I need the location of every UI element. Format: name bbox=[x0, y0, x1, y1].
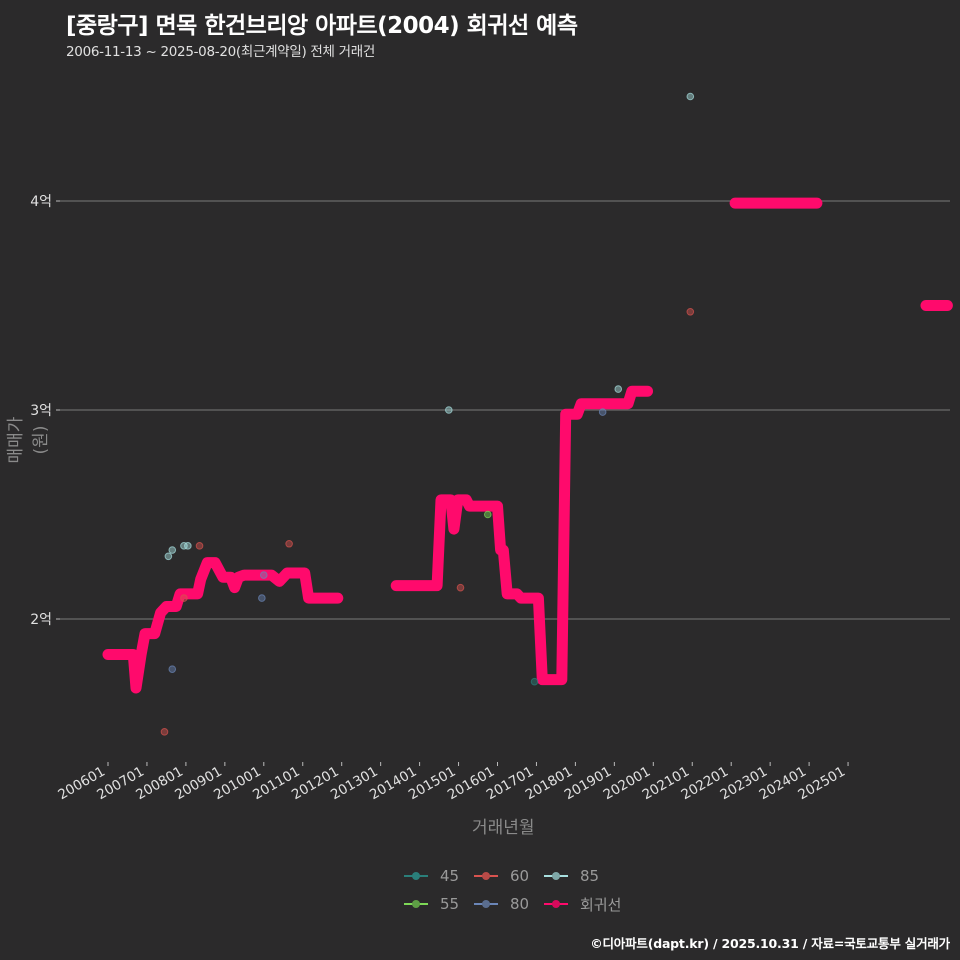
data-point-60 bbox=[160, 728, 169, 736]
legend-label: 85 bbox=[580, 867, 600, 885]
regression-line bbox=[102, 557, 344, 694]
data-point-85 bbox=[168, 546, 177, 554]
legend: 45 60 85 55 80 회귀선 bbox=[404, 866, 624, 914]
data-point-60 bbox=[456, 583, 465, 592]
y-tick-label: 4억 bbox=[30, 194, 52, 210]
chart-title: [중랑구] 면목 한건브리앙 아파트(2004) 회귀선 예측 bbox=[66, 13, 578, 39]
legend-key-icon bbox=[474, 866, 498, 886]
regression-line bbox=[390, 385, 653, 686]
data-point-60 bbox=[180, 594, 188, 602]
legend-item-regression: 회귀선 bbox=[544, 894, 624, 914]
data-point-55 bbox=[483, 510, 492, 519]
data-point-85 bbox=[686, 92, 695, 101]
y-tick-label: 3억 bbox=[30, 403, 52, 419]
chart-subtitle: 2006-11-13 ~ 2025-08-20(최근계약일) 전체 거래건 bbox=[66, 44, 376, 60]
data-point-85 bbox=[445, 406, 453, 414]
data-point-85 bbox=[614, 385, 623, 393]
legend-key-icon bbox=[404, 866, 428, 886]
data-point-85 bbox=[180, 542, 188, 550]
legend-label: 회귀선 bbox=[580, 895, 622, 914]
legend-key-icon bbox=[544, 894, 568, 914]
legend-key-icon bbox=[404, 894, 428, 914]
legend-label: 55 bbox=[440, 895, 460, 913]
x-axis-label: 거래년월 bbox=[472, 818, 535, 838]
legend-item-55: 55 bbox=[404, 894, 474, 914]
data-point-60 bbox=[686, 307, 695, 316]
legend-item-80: 80 bbox=[474, 894, 544, 914]
legend-label: 45 bbox=[440, 867, 460, 885]
legend-item-85: 85 bbox=[544, 866, 624, 886]
legend-label: 60 bbox=[510, 867, 530, 885]
footer-credit: ©디아파트(dapt.kr) / 2025.10.31 / 자료=국토교통부 실… bbox=[590, 936, 950, 951]
data-point-85 bbox=[164, 552, 173, 561]
legend-item-60: 60 bbox=[474, 866, 544, 886]
legend-item-45: 45 bbox=[404, 866, 474, 886]
data-point-60 bbox=[285, 539, 293, 548]
data-point-80 bbox=[598, 408, 607, 416]
data-point-45 bbox=[530, 677, 539, 686]
data-point-60 bbox=[195, 542, 204, 550]
data-point-80 bbox=[168, 665, 177, 673]
data-point-85 bbox=[184, 542, 192, 550]
data-point-80 bbox=[260, 571, 268, 579]
data-point-80 bbox=[258, 594, 266, 602]
y-axis-label: 매매가(원) bbox=[6, 416, 51, 464]
y-tick-label: 2억 bbox=[30, 612, 52, 628]
legend-key-icon bbox=[544, 866, 568, 886]
legend-key-icon bbox=[474, 894, 498, 914]
legend-label: 80 bbox=[510, 895, 530, 913]
